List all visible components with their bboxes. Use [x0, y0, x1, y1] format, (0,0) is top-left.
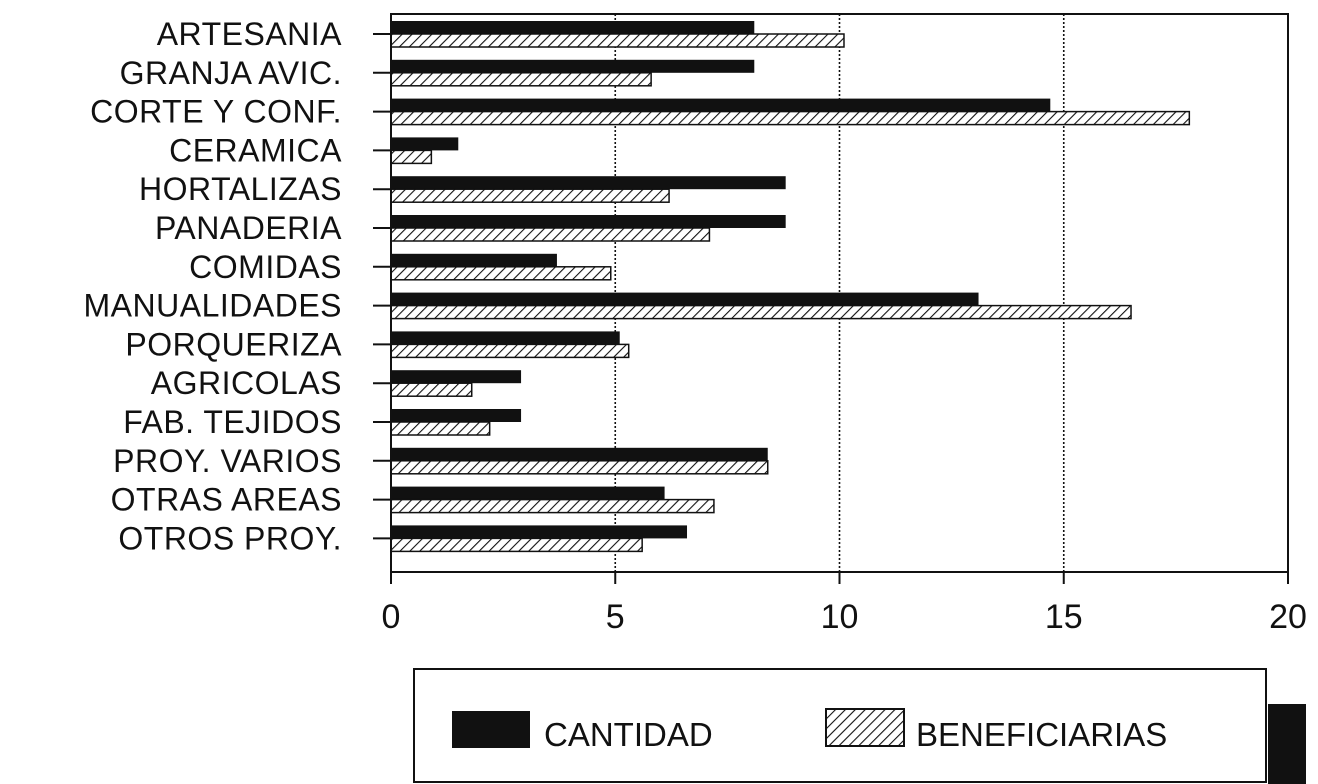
bar-cantidad [391, 525, 688, 539]
x-tick-label: 0 [382, 598, 401, 636]
bar-beneficiarias [390, 110, 1191, 126]
bar-cantidad [391, 292, 979, 306]
x-tick-label: 15 [1045, 598, 1083, 636]
category-label: GRANJA AVIC. [120, 55, 342, 91]
y-axis-ticks [373, 33, 391, 540]
category-label: FAB. TEJIDOS [123, 404, 342, 440]
x-tick-label: 10 [821, 598, 859, 636]
legend-label-cantidad: CANTIDAD [544, 716, 713, 753]
category-label: PANADERIA [155, 210, 342, 246]
bars [390, 21, 1191, 553]
bar-cantidad [391, 21, 755, 34]
bar-beneficiarias [390, 149, 433, 165]
legend-swatch-beneficiarias [825, 708, 905, 747]
legend-shadow [1268, 704, 1306, 784]
category-label: CORTE Y CONF. [90, 94, 342, 130]
category-label: HORTALIZAS [139, 171, 342, 207]
bar-beneficiarias [390, 537, 643, 553]
category-label: OTRAS AREAS [111, 482, 342, 518]
category-label: ARTESANIA [157, 16, 342, 52]
x-tick-label: 5 [606, 598, 625, 636]
category-label: AGRICOLAS [151, 365, 342, 401]
category-label: OTROS PROY. [118, 520, 342, 556]
bar-beneficiarias [390, 33, 845, 48]
bar-beneficiarias [390, 304, 1132, 320]
legend: CANTIDAD BENEFICIARIAS [413, 668, 1306, 784]
bar-cantidad [391, 370, 522, 384]
bar-beneficiarias [390, 382, 473, 397]
bar-cantidad [391, 59, 755, 73]
bar-cantidad [391, 331, 620, 345]
legend-label-beneficiarias: BENEFICIARIAS [916, 716, 1167, 753]
category-label: PORQUERIZA [125, 326, 342, 362]
bar-cantidad [391, 409, 522, 422]
bar-cantidad [391, 98, 1051, 112]
bar-beneficiarias [390, 343, 630, 359]
bar-cantidad [391, 215, 786, 228]
bar-beneficiarias [390, 188, 670, 203]
x-axis-ticks [390, 572, 1289, 584]
x-tick-label: 20 [1269, 598, 1307, 636]
bar-beneficiarias [390, 266, 612, 281]
bar-cantidad [391, 176, 786, 190]
bar-cantidad [391, 137, 459, 151]
bar-cantidad [391, 253, 557, 267]
category-label: PROY. VARIOS [113, 443, 342, 479]
bar-cantidad [391, 486, 665, 500]
x-axis-tick-labels: 0 5 10 15 20 [382, 598, 1307, 636]
category-label: CERAMICA [169, 132, 342, 168]
bar-beneficiarias [390, 460, 769, 475]
bar-beneficiarias [390, 498, 715, 514]
legend-swatch-cantidad [452, 711, 530, 748]
category-label: COMIDAS [189, 249, 342, 285]
bar-cantidad [391, 447, 768, 461]
bar-beneficiarias [390, 227, 711, 242]
bar-beneficiarias [390, 72, 652, 87]
category-label: MANUALIDADES [84, 288, 343, 324]
bar-beneficiarias [390, 421, 491, 436]
